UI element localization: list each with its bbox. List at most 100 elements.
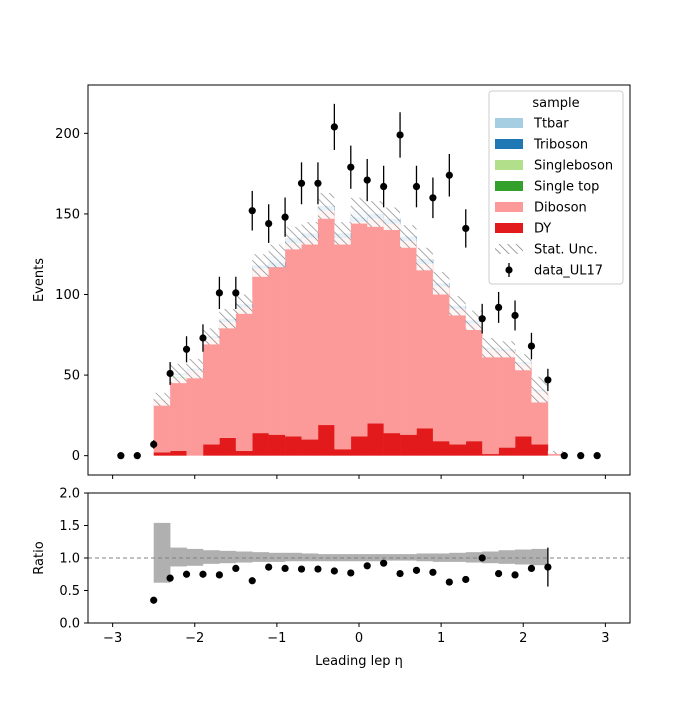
stat-unc-band [268,244,286,268]
bar-diboson [186,370,204,456]
stat-unc-band [186,358,203,379]
bar-dy [498,447,516,456]
legend-label-diboson: Diboson [534,201,587,216]
ratio-point [462,575,470,584]
stat-unc-band [153,392,171,406]
bar-dy [416,428,434,456]
x-tick-label: 0 [355,631,363,646]
ratio-unc-band [170,547,187,567]
stat-unc-band [252,254,269,277]
ratio-point [380,559,388,567]
bar-diboson [400,241,417,435]
ratio-unc-band [400,554,417,561]
ratio-point [166,574,174,582]
bar-diboson [170,378,187,451]
bar-diboson [268,267,286,435]
stat-unc-band [219,309,236,329]
ratio-point [396,570,404,578]
bar-diboson [465,323,483,442]
bar-dy [465,441,483,456]
ratio-point [297,565,306,573]
y-tick-label: 200 [55,127,80,142]
data-point [199,334,207,342]
data-point [363,176,371,184]
stat-unc-band [350,197,368,224]
data-point [412,182,421,191]
ratio-unc-band [285,552,302,562]
stat-unc-band [317,192,335,219]
stat-unc-band [449,296,466,316]
data-point [150,440,158,448]
data-point [182,345,191,353]
bar-diboson [301,238,319,440]
bar-dy [367,423,384,456]
bar-diboson [482,349,499,455]
bar-dy [202,444,220,456]
legend-label-ttbar: Ttbar [533,117,569,132]
legend-label-singleboson: Singleboson [534,159,613,174]
y-tick-label: 0 [72,449,80,464]
ratio-unc-band [515,549,532,565]
bar-diboson [531,391,549,445]
data-point [281,213,289,221]
data-point [462,224,470,233]
ratio-point [478,554,486,562]
x-tick-label: −2 [185,631,204,646]
ratio-x-axis: −3 −2 −1 0 1 2 3 [103,623,610,646]
legend-swatch-dy [495,223,523,233]
bar-dy [432,441,450,456]
ratio-y-tick-label: 1.5 [59,519,80,534]
ratio-y-tick-label: 2.0 [59,487,80,502]
data-point [429,194,437,202]
ratio-unc-band [383,554,401,561]
legend-label-triboson: Triboson [533,138,588,153]
bar-dy [317,425,335,456]
bar-dy [383,433,401,456]
x-tick-label: −3 [103,631,122,646]
x-tick-label: 1 [437,631,445,646]
bar-dy [252,433,269,456]
data-point [396,131,404,139]
ratio-y-axis-label: Ratio [32,541,47,574]
bar-diboson [334,238,352,450]
bar-diboson [515,363,532,437]
bar-dy [350,436,368,456]
x-tick-label: 3 [601,631,609,646]
bar-dy [235,450,253,456]
y-tick-label: 150 [55,207,80,222]
legend: sample Ttbar Triboson Singleboson Single to… [488,90,624,285]
stat-unc-band [416,247,433,271]
bar-dy [153,452,171,456]
ratio-point [314,565,322,573]
bar-dy [515,436,532,456]
bar-dy [482,454,499,456]
ratio-unc-band [350,554,368,562]
ratio-unc-band [268,552,286,562]
data-point [248,207,256,215]
data-point [478,315,486,323]
ratio-unc-band [301,553,319,562]
stat-unc-band [547,450,565,455]
ratio-unc-band [416,553,434,562]
stat-unc-band [301,221,318,245]
data-point [445,171,453,179]
stat-unc-band [482,338,499,358]
ratio-point [215,571,223,579]
stat-unc-band [383,207,401,231]
main-x-ticks [112,475,606,479]
main-y-axis-label: Events [32,258,47,302]
legend-swatch-stat-unc- [495,244,523,254]
main-plot-area [117,103,601,460]
ratio-point [347,569,355,577]
data-point [593,452,601,460]
ratio-point [281,564,289,573]
ratio-unc-band [235,551,253,563]
y-tick-label: 50 [63,369,80,384]
bar-diboson [202,338,220,445]
stat-unc-band [515,354,532,371]
ratio-point [511,571,519,579]
bar-dy [301,439,319,456]
x-axis-label: Leading lep η [315,654,403,669]
ratio-point [330,567,338,575]
